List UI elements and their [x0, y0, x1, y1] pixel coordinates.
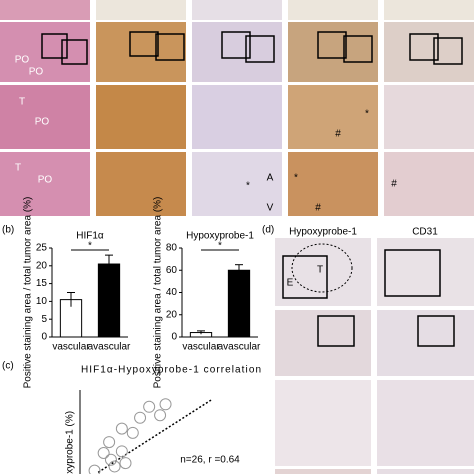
point: [115, 422, 128, 435]
image-header: Hypoxyprobe-1: [289, 227, 357, 238]
point: [119, 457, 132, 470]
image-annotation: PO: [35, 117, 50, 128]
point: [134, 411, 147, 424]
point: [154, 409, 167, 422]
y-tick-label: 25: [36, 243, 48, 254]
y-tick-label: 5: [41, 314, 47, 325]
x-tick-label: avascular: [88, 342, 131, 353]
y-tick-label: 20: [166, 309, 178, 320]
y-tick-label: 15: [36, 278, 48, 289]
x-tick-label: vascular: [52, 342, 90, 353]
point: [115, 445, 128, 458]
y-tick-label: 0: [41, 332, 47, 343]
histology-panel-a: [0, 0, 474, 216]
y-tick-label: 0: [171, 332, 177, 343]
annotation: n=26, r =0.64: [180, 455, 240, 466]
chart-title: Hypoxyprobe-1: [186, 231, 254, 242]
point: [126, 426, 139, 439]
point: [97, 447, 110, 459]
point: [103, 436, 116, 449]
y-tick-label: 40: [166, 287, 178, 298]
image-annotation: #: [391, 179, 397, 190]
significance-mark: *: [218, 241, 222, 252]
panel-label: (b): [2, 225, 14, 236]
image-annotation: *: [294, 173, 298, 184]
image-annotation: *: [246, 181, 250, 192]
y-tick-label: 80: [166, 243, 178, 254]
y-axis-label: Positive staining area / total tumor are…: [23, 197, 34, 389]
image-annotation: #: [315, 203, 321, 214]
bar: [97, 263, 121, 338]
image-annotation: A: [267, 173, 274, 184]
y-tick-label: 10: [36, 296, 48, 307]
y-tick-label: 60: [166, 265, 178, 276]
image-annotation: PO: [38, 175, 53, 186]
significance-mark: *: [88, 241, 92, 252]
image-header: CD31: [412, 227, 438, 238]
x-tick-label: vascular: [182, 342, 220, 353]
y-axis-label: Positive staining area / total tumor are…: [153, 197, 164, 389]
image-annotation: T: [317, 265, 323, 276]
point: [108, 460, 121, 473]
image-annotation: E: [287, 278, 294, 289]
point: [104, 453, 117, 466]
point: [143, 400, 156, 413]
image-annotation: #: [335, 129, 341, 140]
histology-panel-d: [275, 238, 474, 474]
y-tick-label: 20: [36, 260, 48, 271]
point: [159, 398, 172, 411]
image-annotation: *: [365, 109, 369, 120]
chart-title: HIF1α: [76, 231, 104, 242]
image-annotation: PO: [15, 55, 30, 66]
image-annotation: V: [267, 203, 274, 214]
image-annotation: T: [15, 163, 21, 174]
point: [88, 464, 101, 474]
panel-label: (d): [262, 225, 274, 236]
x-tick-label: avascular: [218, 342, 261, 353]
bar: [227, 269, 251, 338]
image-annotation: PO: [29, 67, 44, 78]
y-axis-label: Hypoxyprobe-1 (%): [65, 411, 76, 474]
image-annotation: T: [19, 97, 25, 108]
panel-label: (c): [2, 361, 14, 372]
chart-title: HIF1α-Hypoxyprobe-1 correlation: [81, 365, 261, 376]
